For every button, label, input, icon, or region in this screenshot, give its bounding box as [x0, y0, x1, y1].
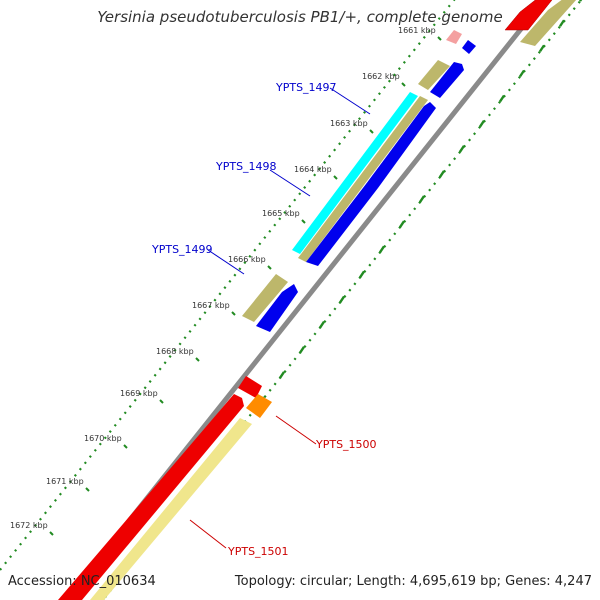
gene-label-ypts-1500[interactable]: YPTS_1500 [315, 438, 377, 451]
inner-tick [359, 270, 365, 279]
ruler-label: 1667 kbp [192, 301, 230, 310]
cds-blue-1499 [256, 284, 298, 332]
ruler-tick [195, 357, 200, 362]
ruler-tick [369, 129, 374, 134]
cds-orange-1500 [246, 394, 272, 418]
inner-tick [279, 371, 285, 379]
cds-blue-1661 [462, 40, 476, 54]
inner-tick [439, 170, 445, 178]
ruler-tick [333, 175, 338, 180]
cds-red-1500a [238, 376, 262, 398]
cds-red-long [58, 394, 244, 600]
gene-label-ypts-1499[interactable]: YPTS_1499 [151, 243, 213, 256]
features [58, 0, 577, 600]
ruler-tick [437, 36, 442, 41]
feature-pink [446, 30, 462, 44]
ruler-label: 1669 kbp [120, 389, 158, 398]
inner-tick [319, 321, 325, 329]
cds-blue-long-1 [366, 102, 436, 188]
cds-blue-1662 [430, 62, 464, 98]
inner-tick [499, 94, 505, 103]
ruler-label: 1664 kbp [294, 165, 332, 174]
feature-khaki-1499 [242, 274, 288, 322]
gene-callouts: YPTS_1497 YPTS_1498 YPTS_1499 YPTS_1500 … [151, 81, 377, 558]
ruler-label: 1665 kbp [262, 209, 300, 218]
gene-label-ypts-1501[interactable]: YPTS_1501 [227, 545, 289, 558]
ruler-tick [123, 444, 128, 449]
feature-khaki-1662 [418, 60, 450, 90]
ruler-label: 1672 kbp [10, 521, 48, 530]
ruler-tick [231, 311, 236, 316]
ruler-label: 1661 kbp [398, 26, 436, 35]
feature-khaki-long [298, 96, 428, 262]
feature-red-top [504, 0, 553, 31]
inner-tick [379, 245, 385, 253]
ruler-label: 1670 kbp [84, 434, 122, 443]
ruler-tick [49, 531, 54, 536]
ruler-tick [401, 82, 406, 87]
inner-tick [579, 0, 583, 2]
ruler-label: 1662 kbp [362, 72, 400, 81]
inner-tick [399, 220, 405, 228]
outer-dotted-track [0, 0, 456, 571]
gene-label-ypts-1497[interactable]: YPTS_1497 [275, 81, 337, 94]
inner-tick [479, 120, 485, 128]
ruler-tick [301, 219, 306, 224]
ruler-label: 1668 kbp [156, 347, 194, 356]
ruler-label: 1671 kbp [46, 477, 84, 486]
accession-text: Accession: NC_010634 [8, 574, 156, 589]
inner-tick [559, 19, 565, 27]
cds-blue-long-2 [306, 180, 378, 266]
inner-tick [299, 346, 305, 354]
feature-khaki-top [520, 0, 577, 46]
inner-tick [539, 44, 545, 53]
ruler: 1661 kbp 1662 kbp 1663 kbp 1664 kbp 1665 kbp… [10, 26, 442, 536]
inner-tick [519, 69, 525, 78]
ruler-label: 1666 kbp [228, 255, 266, 264]
ruler-label: 1663 kbp [330, 119, 368, 128]
ruler-tick [267, 265, 272, 270]
inner-tick [459, 145, 465, 153]
feature-cyan [292, 92, 418, 254]
inner-tick [419, 195, 425, 203]
feature-pale-long [90, 418, 252, 600]
ruler-tick [85, 487, 90, 492]
gene-label-ypts-1498[interactable]: YPTS_1498 [215, 160, 277, 173]
map-title: Yersinia pseudotuberculosis PB1/+, compl… [97, 8, 503, 26]
ruler-tick [159, 399, 164, 404]
inner-tick [339, 295, 345, 304]
genome-summary: Topology: circular; Length: 4,695,619 bp… [234, 574, 592, 589]
